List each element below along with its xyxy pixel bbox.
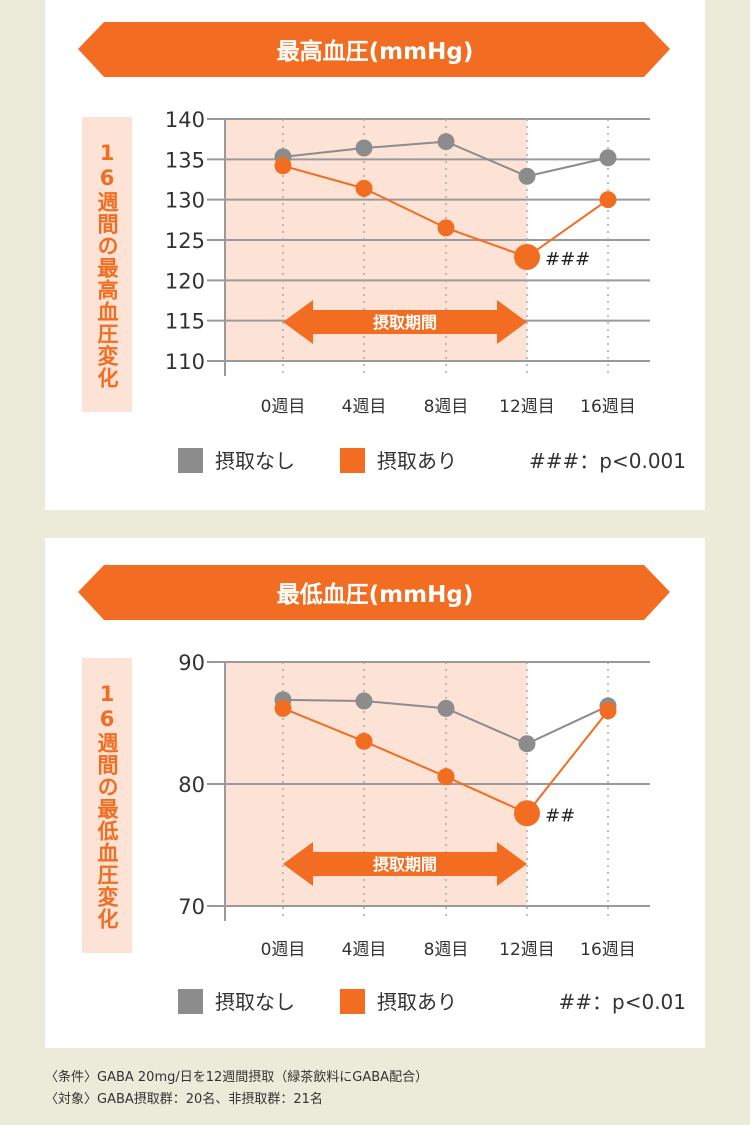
- data-point: [355, 179, 373, 197]
- legend-swatch: [340, 448, 365, 473]
- data-point: [355, 692, 373, 710]
- legend-swatch: [178, 989, 203, 1014]
- significance-marker: ##: [545, 805, 575, 826]
- data-point: [514, 800, 540, 827]
- x-tick-label: 4週目: [342, 397, 387, 417]
- significance-note: ###：p<0.001: [529, 449, 686, 473]
- data-point: [599, 702, 617, 720]
- y-tick-label: 110: [165, 350, 205, 374]
- intake-period-label: 摂取期間: [373, 313, 437, 332]
- x-tick-label: 12週目: [499, 940, 555, 960]
- title-banner: [78, 565, 670, 620]
- significance-note: ##：p<0.01: [559, 990, 687, 1014]
- legend-label: 摂取なし: [215, 990, 295, 1014]
- y-tick-label: 125: [165, 229, 205, 253]
- chart-title: 最高血圧(mmHg): [277, 38, 474, 65]
- data-point: [599, 149, 617, 167]
- x-tick-label: 16週目: [580, 397, 636, 417]
- intake-period-label: 摂取期間: [373, 855, 437, 874]
- legend-label: 摂取なし: [215, 449, 295, 473]
- y-axis-label-systolic: 16週間の最高血圧変化: [82, 117, 132, 412]
- data-point: [437, 699, 455, 717]
- intake-period-arrow: [283, 842, 527, 886]
- chart-title: 最低血圧(mmHg): [277, 581, 474, 608]
- data-point: [274, 157, 292, 175]
- data-point: [437, 133, 455, 151]
- y-axis-label-diastolic: 16週間の最低血圧変化: [82, 658, 132, 953]
- data-point: [518, 735, 536, 753]
- data-point: [355, 139, 373, 157]
- significance-marker: ###: [545, 249, 590, 270]
- data-point: [518, 167, 536, 185]
- x-tick-label: 8週目: [424, 397, 469, 417]
- footnote-subjects: 〈対象〉GABA摂取群：20名、非摂取群：21名: [45, 1092, 323, 1107]
- y-tick-label: 70: [178, 895, 205, 919]
- y-tick-label: 90: [178, 651, 205, 675]
- y-tick-label: 120: [165, 269, 205, 293]
- intake-period-arrow: [283, 300, 527, 344]
- x-tick-label: 12週目: [499, 397, 555, 417]
- x-tick-label: 16週目: [580, 940, 636, 960]
- x-tick-label: 4週目: [342, 940, 387, 960]
- title-banner: [78, 22, 670, 77]
- data-point: [437, 768, 455, 786]
- x-tick-label: 0週目: [261, 940, 306, 960]
- data-point: [437, 219, 455, 237]
- y-tick-label: 135: [165, 148, 205, 172]
- y-tick-label: 115: [165, 310, 205, 334]
- y-tick-label: 130: [165, 189, 205, 213]
- y-tick-label: 140: [165, 108, 205, 132]
- x-tick-label: 0週目: [261, 397, 306, 417]
- footnote-conditions: 〈条件〉GABA 20mg/日を12週間摂取（緑茶飲料にGABA配合）: [45, 1070, 429, 1085]
- y-tick-label: 80: [178, 773, 205, 797]
- data-point: [599, 191, 617, 209]
- legend-label: 摂取あり: [377, 449, 457, 473]
- legend-label: 摂取あり: [377, 990, 457, 1014]
- x-tick-label: 8週目: [424, 940, 469, 960]
- legend-swatch: [340, 989, 365, 1014]
- data-point: [274, 699, 292, 717]
- data-point: [355, 732, 373, 750]
- data-point: [514, 243, 540, 270]
- legend-swatch: [178, 448, 203, 473]
